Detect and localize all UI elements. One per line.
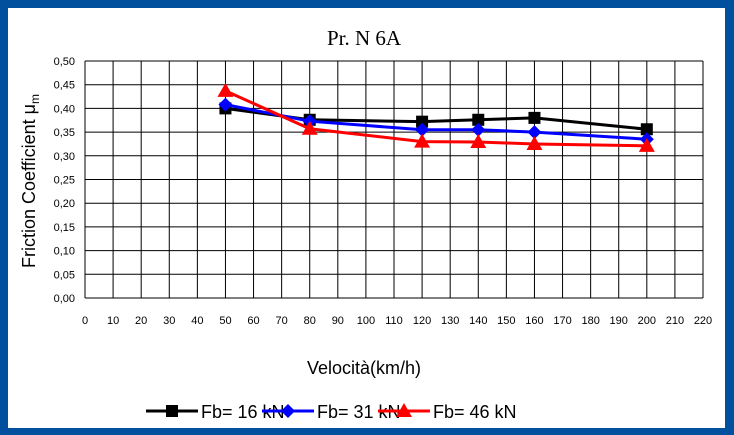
x-tick-labels: 0 10 20 30 40 50 60 70 80 90 100 110 120 130 140 150 160… <box>82 315 712 327</box>
data-point <box>416 115 429 128</box>
y-tick-label: 0,30 <box>54 151 75 163</box>
x-tick-label: 90 <box>332 315 344 327</box>
legend: Fb= 16 kN Fb= 31 kN Fb= 46 kN <box>146 402 517 422</box>
y-tick-labels: 0,00 0,05 0,10 0,15 0,20 0,25 0,30 0,35 0,40 0,45… <box>54 56 75 305</box>
x-tick-label: 50 <box>219 315 231 327</box>
y-tick-label: 0,00 <box>54 293 75 305</box>
x-tick-label: 200 <box>638 315 656 327</box>
y-tick-label: 0,15 <box>54 222 75 234</box>
legend-swatch-marker <box>281 404 295 418</box>
y-axis-title-subscript: m <box>28 94 42 104</box>
x-tick-label: 60 <box>247 315 259 327</box>
x-tick-label: 170 <box>553 315 571 327</box>
x-tick-label: 20 <box>135 315 147 327</box>
data-point <box>528 111 541 124</box>
line-chart: 0 10 20 30 40 50 60 70 80 90 100 110 120 130 140 150 160… <box>19 26 712 422</box>
series-line <box>225 103 647 141</box>
legend-item: Fb= 31 kN <box>262 402 401 422</box>
x-tick-label: 140 <box>469 315 487 327</box>
data-point <box>640 123 653 136</box>
y-tick-label: 0,05 <box>54 269 75 281</box>
y-axis-title-text: Friction Coefficient μ <box>19 104 39 268</box>
x-tick-label: 220 <box>694 315 712 327</box>
data-point <box>414 133 431 148</box>
legend-label: Fb= 31 kN <box>317 402 401 422</box>
data-point <box>470 134 487 149</box>
data-point <box>638 137 655 152</box>
data-point <box>527 125 542 140</box>
data-point <box>526 135 543 150</box>
data-point <box>415 122 430 137</box>
data-point <box>217 82 234 97</box>
x-tick-label: 180 <box>581 315 599 327</box>
y-axis-title: Friction Coefficient μm <box>19 94 42 268</box>
x-tick-label: 80 <box>304 315 316 327</box>
y-tick-label: 0,35 <box>54 127 75 139</box>
x-tick-label: 120 <box>413 315 431 327</box>
legend-label: Fb= 46 kN <box>433 402 517 422</box>
legend-item: Fb= 16 kN <box>146 402 285 422</box>
x-tick-label: 100 <box>357 315 375 327</box>
x-tick-label: 10 <box>107 315 119 327</box>
y-tick-label: 0,25 <box>54 175 75 187</box>
chart-frame: 0 10 20 30 40 50 60 70 80 90 100 110 120 130 140 150 160… <box>8 8 725 428</box>
x-tick-label: 150 <box>497 315 515 327</box>
x-tick-label: 190 <box>610 315 628 327</box>
x-tick-label: 210 <box>666 315 684 327</box>
legend-label: Fb= 16 kN <box>201 402 285 422</box>
x-tick-label: 160 <box>525 315 543 327</box>
legend-swatch-marker <box>166 405 178 417</box>
y-tick-label: 0,10 <box>54 246 75 258</box>
legend-item: Fb= 46 kN <box>378 402 517 422</box>
chart-title: Pr. N 6A <box>327 26 402 50</box>
x-axis-title: Velocità(km/h) <box>307 358 421 378</box>
y-tick-label: 0,40 <box>54 103 75 115</box>
y-tick-label: 0,20 <box>54 198 75 210</box>
data-point <box>471 122 486 137</box>
data-point <box>218 97 233 112</box>
series-layer <box>217 82 655 152</box>
x-tick-label: 40 <box>191 315 203 327</box>
y-tick-label: 0,45 <box>54 80 75 92</box>
series-line <box>224 89 647 148</box>
y-tick-label: 0,50 <box>54 56 75 68</box>
data-point <box>472 113 485 126</box>
legend-swatch-marker <box>396 403 412 417</box>
x-tick-label: 110 <box>385 315 403 327</box>
x-tick-label: 70 <box>276 315 288 327</box>
series-triangle <box>217 82 655 152</box>
series-diamond <box>218 97 654 147</box>
data-point <box>301 120 318 135</box>
grid-lines <box>84 60 704 299</box>
x-tick-label: 30 <box>163 315 175 327</box>
x-tick-label: 130 <box>441 315 459 327</box>
x-tick-label: 0 <box>82 315 88 327</box>
